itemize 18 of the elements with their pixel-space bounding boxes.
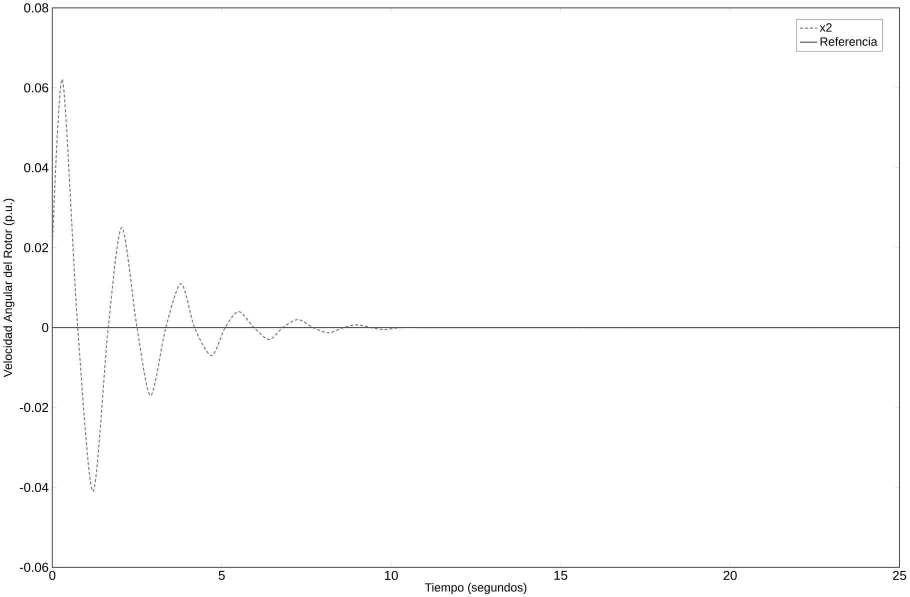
- y-tick-label: -0.06: [20, 562, 48, 572]
- y-tick-label: 0.02: [24, 242, 48, 252]
- y-tick-label: -0.02: [20, 402, 48, 412]
- x-axis-title: Tiempo (segundos): [424, 582, 526, 594]
- x-tick-label: 20: [724, 570, 737, 580]
- x-tick-label: 15: [554, 570, 568, 580]
- y-axis-title: Velocidad Angular del Rotor (p.u.): [3, 198, 14, 378]
- y-tick-label: 0.08: [24, 3, 48, 12]
- y-tick-label: 0: [42, 322, 48, 332]
- x-tick-label: 5: [218, 570, 225, 580]
- x-tick-label: 25: [892, 570, 906, 580]
- legend-label: Referencia: [820, 36, 878, 46]
- x-tick-label: 0: [49, 570, 56, 580]
- y-tick-label: 0.04: [24, 162, 48, 172]
- y-tick-label: -0.04: [20, 482, 48, 492]
- legend-label: x2: [820, 23, 832, 32]
- y-tick-label: 0.06: [24, 83, 48, 92]
- x-tick-label: 10: [384, 570, 398, 580]
